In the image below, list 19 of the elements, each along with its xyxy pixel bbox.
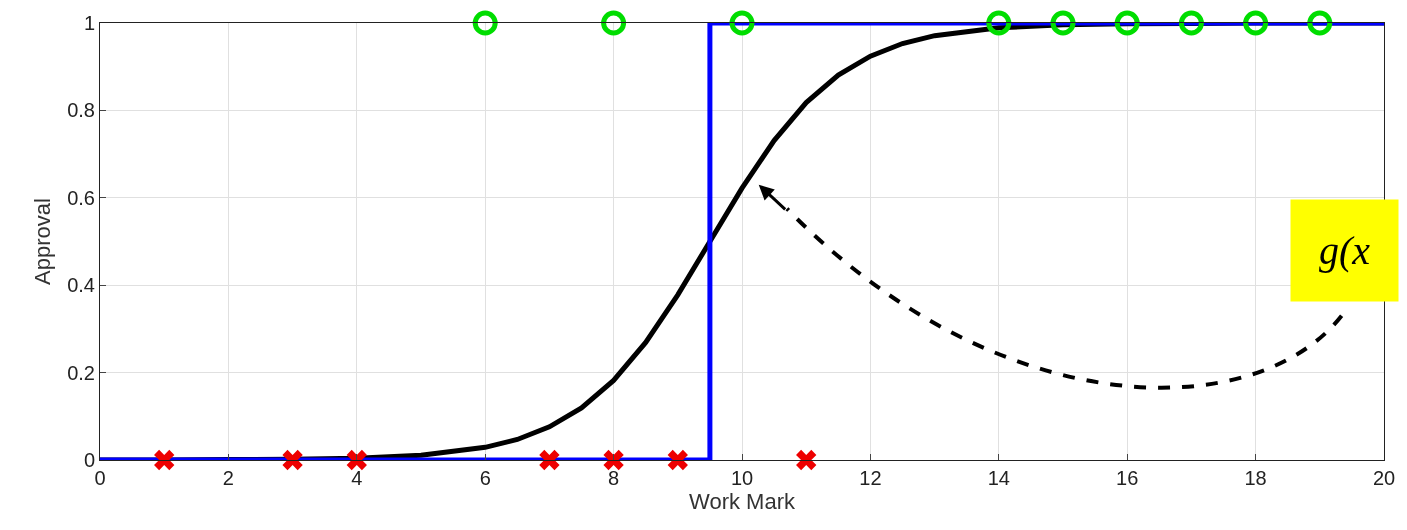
x-axis-title: Work Mark bbox=[689, 489, 796, 514]
x-tick-label: 2 bbox=[222, 467, 234, 489]
x-tick-label: 4 bbox=[351, 467, 363, 489]
x-tick-label: 6 bbox=[479, 467, 491, 489]
y-tick-label: 0.4 bbox=[67, 274, 95, 297]
x-tick-label: 18 bbox=[1244, 467, 1267, 489]
y-tick-label: 1 bbox=[83, 12, 95, 34]
y-axis-title: Approval bbox=[29, 198, 55, 285]
x-tick-label: 8 bbox=[608, 467, 620, 489]
x-tick-label: 12 bbox=[859, 467, 882, 489]
y-tick-label: 0.8 bbox=[67, 99, 95, 122]
x-tick-label: 20 bbox=[1372, 467, 1396, 489]
x-tick-label: 16 bbox=[1116, 467, 1139, 489]
y-tick-label: 0.2 bbox=[67, 361, 95, 384]
x-tick-label: 14 bbox=[987, 467, 1010, 489]
x-tick-label: 10 bbox=[730, 467, 754, 489]
y-tick-label: 0 bbox=[83, 449, 95, 471]
annotation: g(x bbox=[1319, 228, 1371, 273]
y-tick-label: 0.6 bbox=[67, 186, 95, 209]
